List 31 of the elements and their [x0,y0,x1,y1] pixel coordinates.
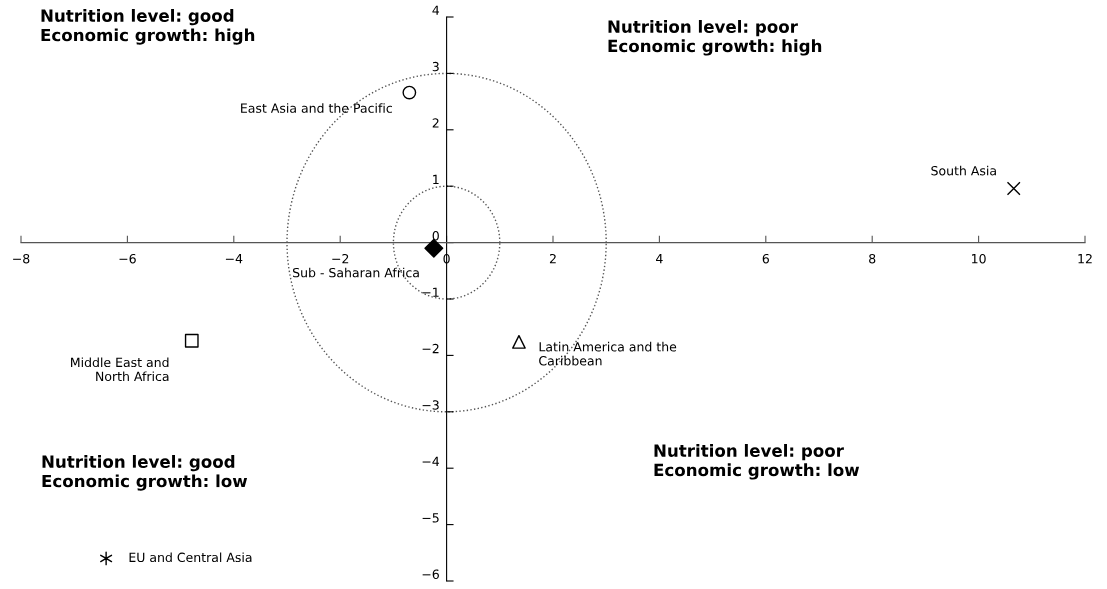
series-label: EU and Central Asia [129,552,252,563]
x-tick-label: −6 [119,253,136,264]
y-tick-label: 4 [432,5,440,15]
y-tick-label: 3 [432,61,439,72]
series-label: Middle East and North Africa [71,357,169,382]
annotation: Nutrition level: poor Economic growth: high [608,20,822,56]
y-tick-label: −4 [422,456,440,466]
x-tick-label: −8 [13,253,30,264]
x-tick-label: −2 [332,253,349,264]
series-label: Sub - Saharan Africa [293,267,419,278]
series-label: South Asia [931,165,996,176]
annotation: Nutrition level: good Economic growth: low [42,455,248,491]
y-tick-label: 1 [433,174,439,184]
y-tick-label: −2 [422,343,439,354]
series-label: Latin America and the Caribbean [539,341,677,366]
y-tick-label: −6 [422,569,439,579]
x-tick-label: 4 [656,254,663,264]
x-tick-label: 10 [972,253,986,264]
x-tick-label: 8 [869,253,876,264]
annotation: Nutrition level: poor Economic growth: low [654,444,860,480]
x-tick-label: −4 [225,254,243,264]
annotation: Nutrition level: good Economic growth: high [41,9,255,45]
y-tick-label: −5 [422,513,439,523]
series-label: East Asia and the Pacific [241,103,392,113]
x-tick-label: 12 [1078,253,1092,264]
y-tick-label: −1 [422,287,439,297]
y-tick-label: 0 [432,231,439,241]
x-tick-label: 6 [762,253,769,264]
y-tick-label: 2 [432,118,439,128]
y-tick-label: −3 [422,400,439,410]
x-tick-label: 2 [549,253,556,264]
